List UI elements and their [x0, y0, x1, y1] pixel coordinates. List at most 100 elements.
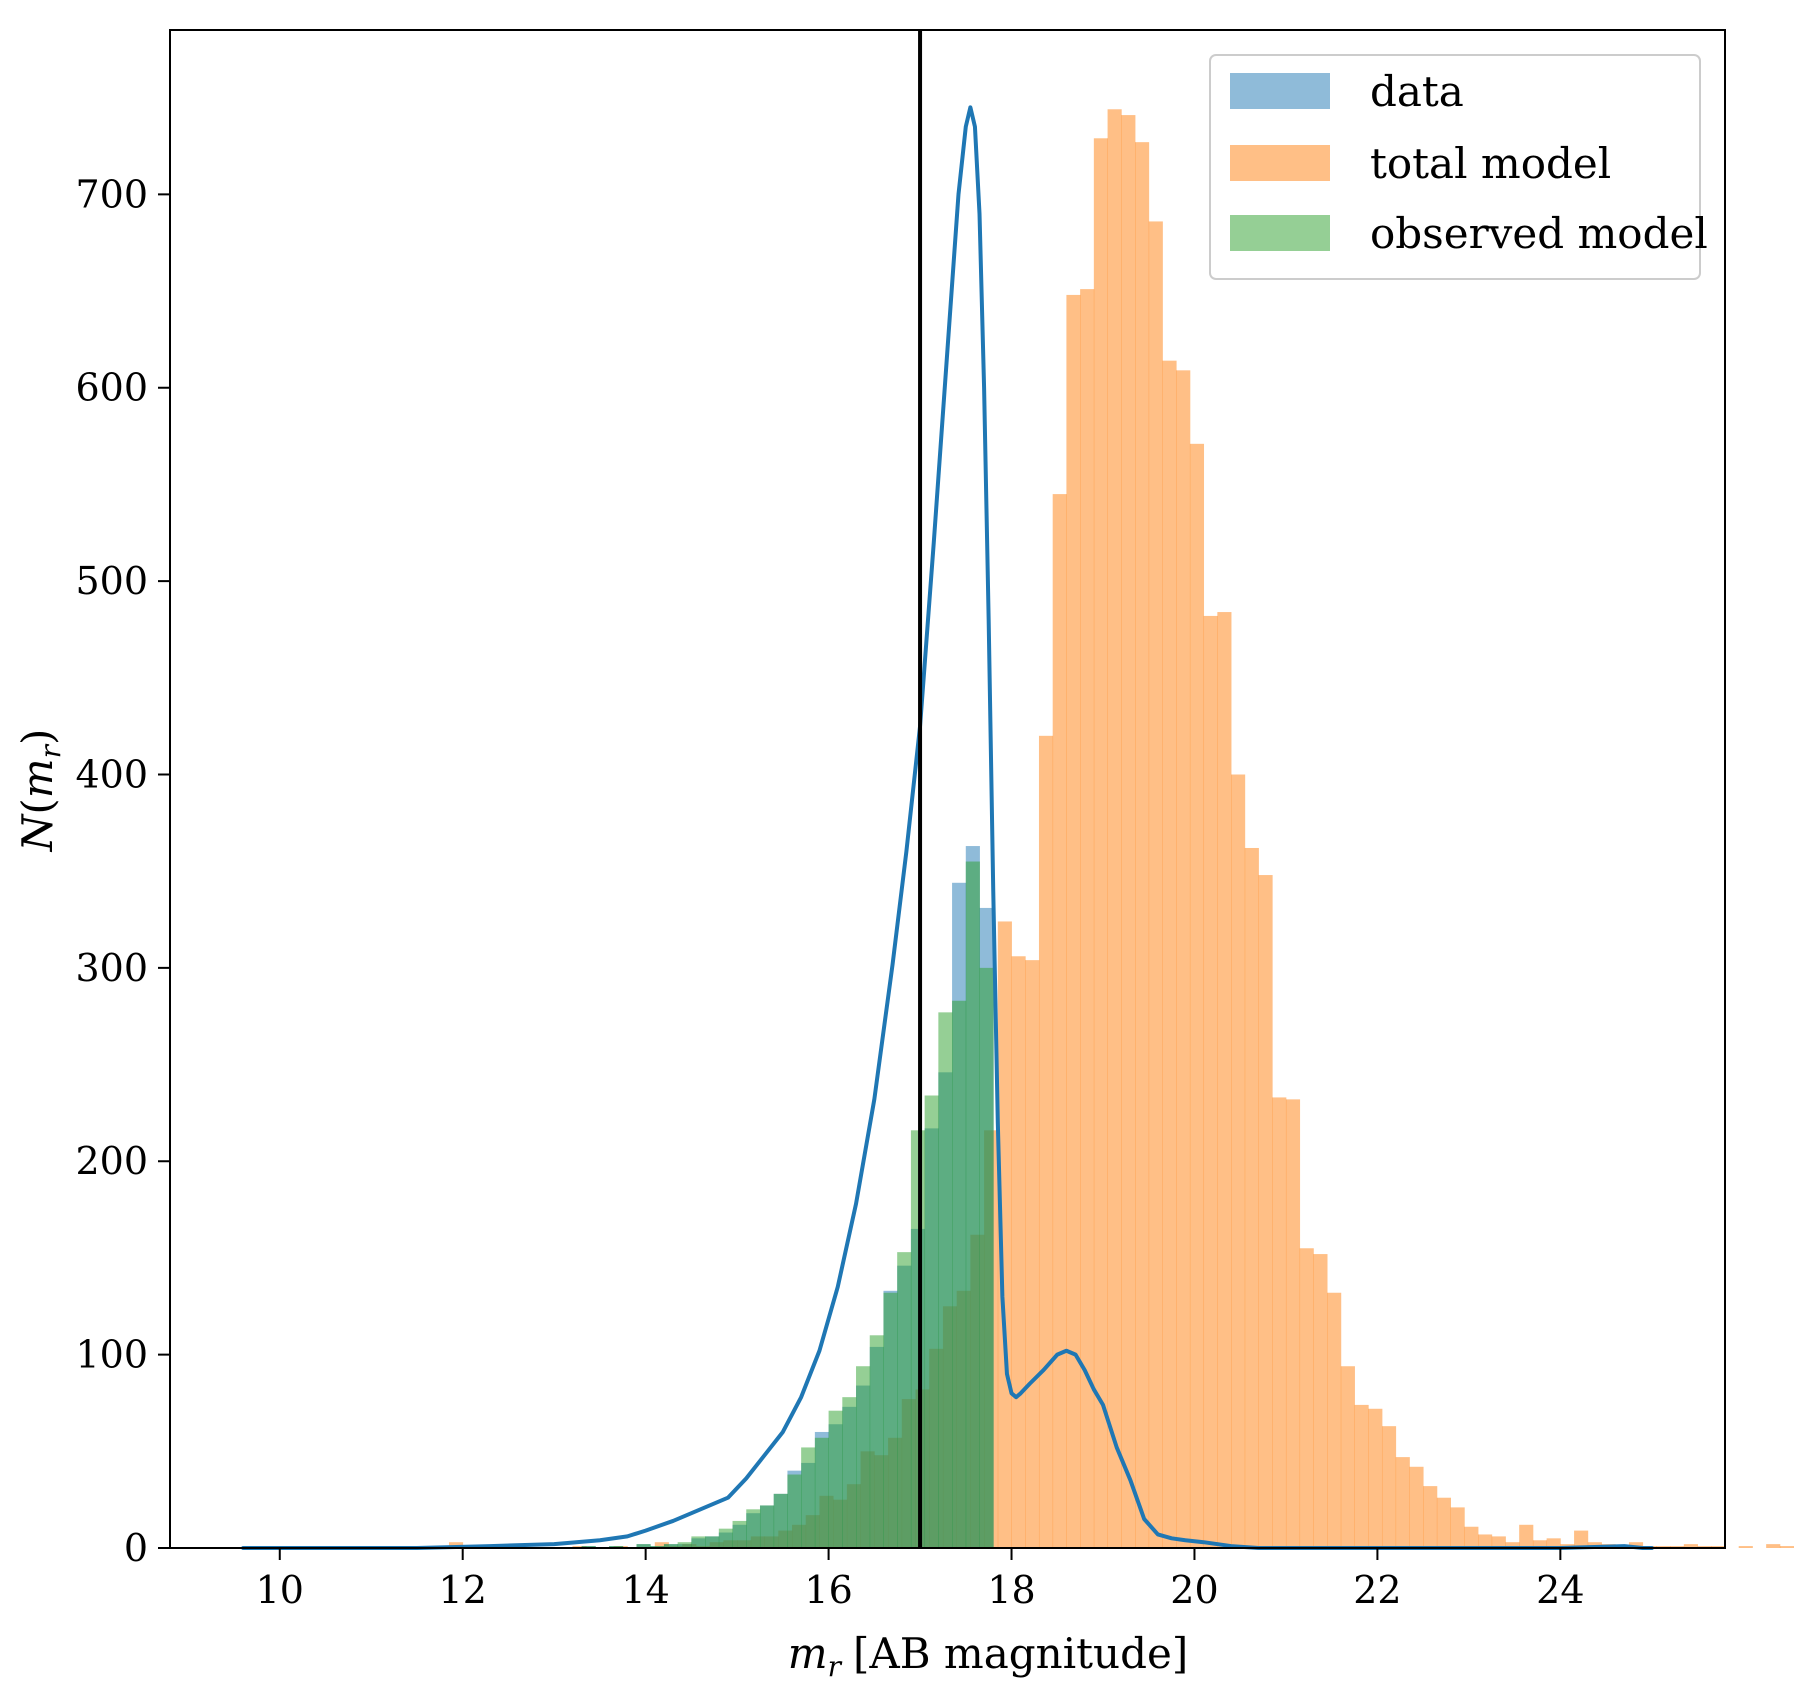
- bar-total-model: [1574, 1530, 1589, 1548]
- bar-total-model: [1779, 1546, 1794, 1548]
- bar-total-model: [1162, 360, 1177, 1548]
- y-tick-label: 200: [75, 1139, 148, 1183]
- bar-total-model: [1258, 875, 1273, 1548]
- bar-total-model: [1066, 294, 1081, 1548]
- bar-observed-model: [773, 1493, 788, 1548]
- bar-total-model: [1093, 138, 1108, 1548]
- bar-total-model: [1738, 1546, 1753, 1548]
- bar-observed-model: [705, 1536, 720, 1548]
- bar-observed-model: [636, 1544, 651, 1548]
- bar-total-model: [1628, 1542, 1644, 1548]
- x-axis-label: mr [AB magnitude]: [788, 1629, 1188, 1683]
- bar-total-model: [1025, 960, 1040, 1548]
- bar-observed-model: [814, 1437, 829, 1548]
- y-axis-label-sub: r: [34, 743, 67, 758]
- x-axis-label-var: m: [788, 1629, 828, 1678]
- legend-label-total-model: total model: [1370, 139, 1611, 188]
- bar-total-model: [1491, 1536, 1506, 1548]
- bar-total-model: [997, 921, 1012, 1548]
- y-axis-label-close-paren: ): [13, 729, 62, 745]
- bar-total-model: [1505, 1542, 1520, 1548]
- x-tick-label: 18: [987, 1568, 1035, 1612]
- bar-observed-model: [883, 1292, 898, 1548]
- bar-total-model: [1766, 1544, 1781, 1548]
- bar-total-model: [1203, 615, 1218, 1548]
- bar-total-model: [1121, 115, 1136, 1549]
- bar-total-model: [1038, 735, 1054, 1548]
- y-axis-label: N(mr): [13, 729, 67, 853]
- x-axis-label-unit: [AB magnitude]: [853, 1629, 1188, 1678]
- ticks-layer: 10 12 14 16 18 20 22 24 0 100 200 300 400 500 600 700: [75, 172, 1584, 1612]
- bar-observed-model: [924, 1095, 939, 1548]
- bar-observed-model: [869, 1335, 884, 1548]
- y-axis-label-m: m: [13, 758, 62, 798]
- bar-total-model: [1436, 1497, 1451, 1548]
- bar-total-model: [1532, 1540, 1548, 1548]
- legend-label-observed-model: observed model: [1370, 209, 1708, 258]
- x-tick-label: 16: [804, 1568, 852, 1612]
- y-tick-label: 700: [75, 172, 148, 216]
- bar-observed-model: [828, 1410, 843, 1548]
- bar-observed-model: [910, 1130, 926, 1548]
- bar-total-model: [1217, 612, 1232, 1548]
- x-tick-label: 24: [1536, 1568, 1584, 1612]
- bar-total-model: [1381, 1426, 1397, 1548]
- bar-total-model: [1354, 1404, 1369, 1548]
- bar-total-model: [1135, 142, 1150, 1548]
- bars-layer: [448, 109, 1794, 1549]
- y-tick-label: 300: [75, 946, 148, 990]
- y-tick-label: 100: [75, 1333, 148, 1377]
- bar-total-model: [1546, 1538, 1561, 1548]
- legend-label-data: data: [1370, 67, 1464, 116]
- bar-observed-model: [952, 1000, 967, 1548]
- legend-swatch-total-model: [1230, 145, 1330, 181]
- lines-layer: [241, 30, 1654, 1550]
- x-tick-label: 14: [621, 1568, 669, 1612]
- bar-total-model: [1052, 494, 1067, 1549]
- bar-total-model: [1176, 370, 1191, 1549]
- kde-curve: [241, 105, 1654, 1550]
- bar-total-model: [1423, 1486, 1438, 1548]
- x-axis-label-sub: r: [828, 1650, 843, 1683]
- bar-total-model: [1107, 109, 1122, 1548]
- legend: data total model observed model: [1209, 54, 1708, 280]
- bar-observed-model: [938, 1012, 953, 1548]
- legend-swatch-data: [1230, 73, 1330, 109]
- bar-total-model: [654, 1542, 669, 1548]
- bar-total-model: [1409, 1466, 1424, 1548]
- series-observed-model: [581, 861, 994, 1548]
- bar-observed-model: [718, 1528, 733, 1548]
- bar-total-model: [1340, 1366, 1355, 1548]
- bar-total-model: [1368, 1408, 1383, 1548]
- bar-total-model: [1450, 1507, 1465, 1548]
- bar-observed-model: [897, 1252, 912, 1548]
- bar-total-model: [1011, 956, 1026, 1548]
- y-tick-label: 400: [75, 752, 148, 796]
- x-tick-label: 22: [1353, 1568, 1401, 1612]
- y-axis-label-var: N: [13, 813, 62, 852]
- plot-frame: [169, 29, 1726, 1549]
- bar-observed-model: [842, 1397, 857, 1548]
- bar-observed-model: [759, 1505, 775, 1548]
- bar-total-model: [1231, 774, 1246, 1548]
- bar-total-model: [1285, 1099, 1301, 1548]
- x-tick-label: 10: [256, 1568, 304, 1612]
- x-tick-label: 12: [439, 1568, 487, 1612]
- bar-observed-model: [787, 1474, 802, 1548]
- bar-total-model: [1244, 847, 1259, 1548]
- y-axis-label-open-paren: (: [13, 798, 62, 814]
- bar-observed-model: [663, 1544, 679, 1548]
- bar-total-model: [1464, 1526, 1479, 1548]
- bar-total-model: [1313, 1254, 1328, 1548]
- x-tick-label: 20: [1170, 1568, 1218, 1612]
- bar-observed-model: [746, 1509, 761, 1548]
- bar-total-model: [1683, 1544, 1698, 1548]
- bar-total-model: [1395, 1457, 1410, 1548]
- y-tick-label: 600: [75, 366, 148, 410]
- bar-observed-model: [965, 861, 980, 1548]
- bar-total-model: [1148, 221, 1163, 1549]
- legend-swatch-observed-model: [1230, 215, 1330, 251]
- bar-observed-model: [801, 1447, 816, 1548]
- legend-frame: [1209, 54, 1701, 280]
- bar-total-model: [1299, 1248, 1314, 1548]
